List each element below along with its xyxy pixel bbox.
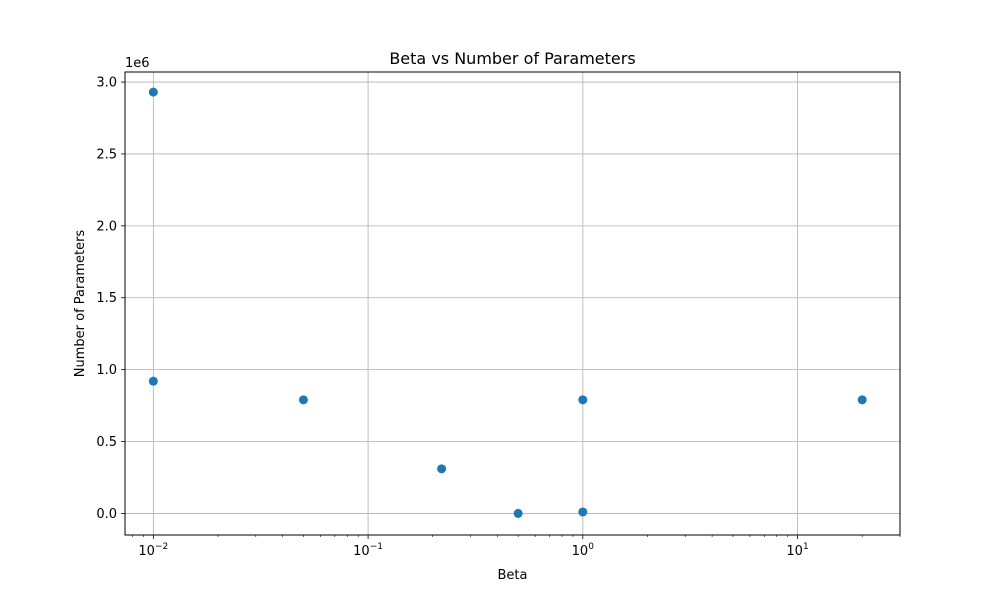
data-point <box>857 395 867 405</box>
y-tick-label: 1.0 <box>96 363 117 378</box>
y-tick-label: 0.0 <box>96 507 117 522</box>
x-tick-label: 100 <box>572 542 595 559</box>
y-axis-offset-label: 1e6 <box>125 56 150 71</box>
y-tick-label: 2.0 <box>96 219 117 234</box>
data-point <box>437 464 447 474</box>
x-axis-label: Beta <box>498 568 528 583</box>
y-axis-label: Number of Parameters <box>73 230 88 378</box>
data-point <box>578 395 588 405</box>
data-point <box>513 508 523 518</box>
grid-lines <box>125 72 900 535</box>
x-tick-label: 101 <box>786 542 808 559</box>
data-point <box>148 87 158 97</box>
data-point <box>578 507 588 517</box>
axis-ticks: 10−2 10−1 100 101 0.0 0.5 1.0 1.5 2.0 2.5 3.0 <box>96 76 901 559</box>
data-point <box>148 376 158 386</box>
x-tick-label: 10−2 <box>138 542 168 559</box>
x-tick-label: 10−1 <box>353 542 383 559</box>
y-tick-label: 2.5 <box>96 147 117 162</box>
y-tick-label: 3.0 <box>96 76 117 91</box>
y-tick-label: 0.5 <box>96 435 117 450</box>
y-tick-label: 1.5 <box>96 291 117 306</box>
chart-title: Beta vs Number of Parameters <box>389 49 635 68</box>
data-points <box>148 87 867 518</box>
plot-area-frame <box>124 71 901 536</box>
data-point <box>298 395 308 405</box>
